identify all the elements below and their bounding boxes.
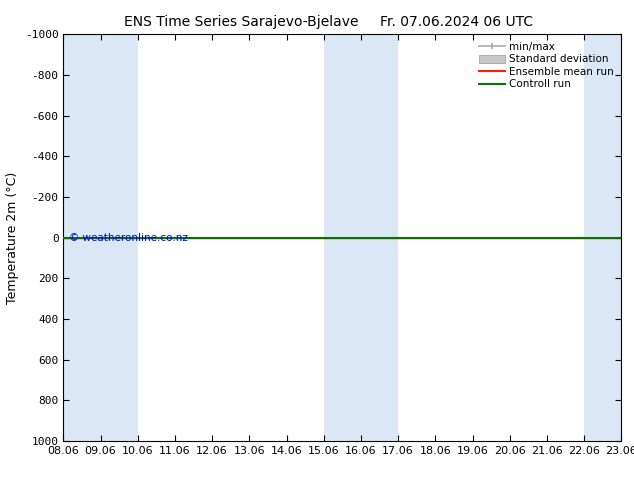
Text: ENS Time Series Sarajevo-Bjelave: ENS Time Series Sarajevo-Bjelave (124, 15, 358, 29)
Bar (324, 34, 398, 441)
Bar (584, 34, 621, 441)
Legend: min/max, Standard deviation, Ensemble mean run, Controll run: min/max, Standard deviation, Ensemble me… (477, 40, 616, 92)
Y-axis label: Temperature 2m (°C): Temperature 2m (°C) (6, 172, 19, 304)
Text: © weatheronline.co.nz: © weatheronline.co.nz (69, 233, 188, 243)
Bar (63, 34, 138, 441)
Text: Fr. 07.06.2024 06 UTC: Fr. 07.06.2024 06 UTC (380, 15, 533, 29)
